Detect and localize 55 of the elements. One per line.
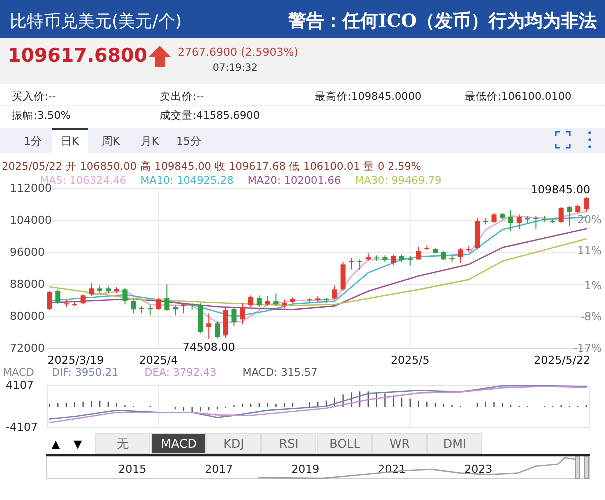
x-tick-label: 2025/3/19 [48,354,104,367]
x-tick-label: 2025/5 [391,354,430,367]
x-tick-label: 2015 [118,463,147,476]
text: MA20: 102001.66 [248,175,342,187]
y-tick-label: 96000 [10,246,45,260]
text: DIF: 3950.21 [52,367,119,379]
text: 最高价:109845.0000 [315,90,422,103]
text: ▼ [74,438,83,451]
text: KDJ [224,437,244,451]
text: RSI [279,437,299,451]
text: MA10: 104925.28 [140,175,234,187]
text: 07:19:32 [213,63,258,74]
annotation: 74508.00 [182,340,236,354]
text: DEA: 3792.43 [144,367,217,379]
text: 2025/05/22 开 106850.00 高 109845.00 收 109617.68 低 106100.01 量 0 2.59% [2,160,422,173]
text: MACD: 315.57 [242,367,318,379]
text: 振幅:3.50% [12,110,71,122]
y-tick-label: -4107 [6,421,38,434]
y-tick-label: 72000 [10,342,45,356]
y2-tick-label: 20% [578,213,602,226]
y2-tick-label: -8% [580,310,602,324]
chart-title: MACD [3,367,34,379]
text: 买入价:-- [12,90,56,103]
text: 卖出价:-- [160,90,204,103]
y-tick-label: 88000 [10,278,45,292]
y2-tick-label: 1% [584,279,602,292]
text: 最低价:106100.0100 [465,91,572,103]
text: 月K [140,135,160,148]
text: ▲ [52,438,61,451]
y2-tick-label: -17% [574,342,602,356]
text: 警告：任何ICO（发币）行为均为非法 [288,11,597,32]
x-tick-label: 2019 [292,463,320,476]
text: 成交量:41585.6900 [160,109,260,122]
text: 无 [117,437,129,451]
text: 日K [60,135,80,148]
y2-tick-label: 11% [578,244,602,258]
annotation: 109845.00 [531,184,591,197]
text: BOLL [330,437,361,451]
text: 15分 [176,135,202,148]
x-tick-label: 2017 [205,463,234,476]
text: 1分 [24,135,42,148]
y-tick-label: 4107 [6,379,34,392]
text: MACD [161,437,197,451]
y-tick-label: 80000 [10,310,45,324]
text: 2767.6900 (2.5903%) [178,46,299,59]
text: DMI [443,437,467,451]
text: 周K [102,135,121,148]
text: 109617.6800 [8,45,148,67]
x-tick-label: 2025/5/22 [534,354,591,367]
text: WR [390,437,410,451]
y-tick-label: 104000 [10,214,52,228]
text: MA30: 99469.79 [355,175,442,187]
text: 比特币兑美元(美元/个) [10,12,182,32]
x-tick-label: 2023 [464,463,493,476]
x-tick-label: 2025/4 [139,354,178,367]
